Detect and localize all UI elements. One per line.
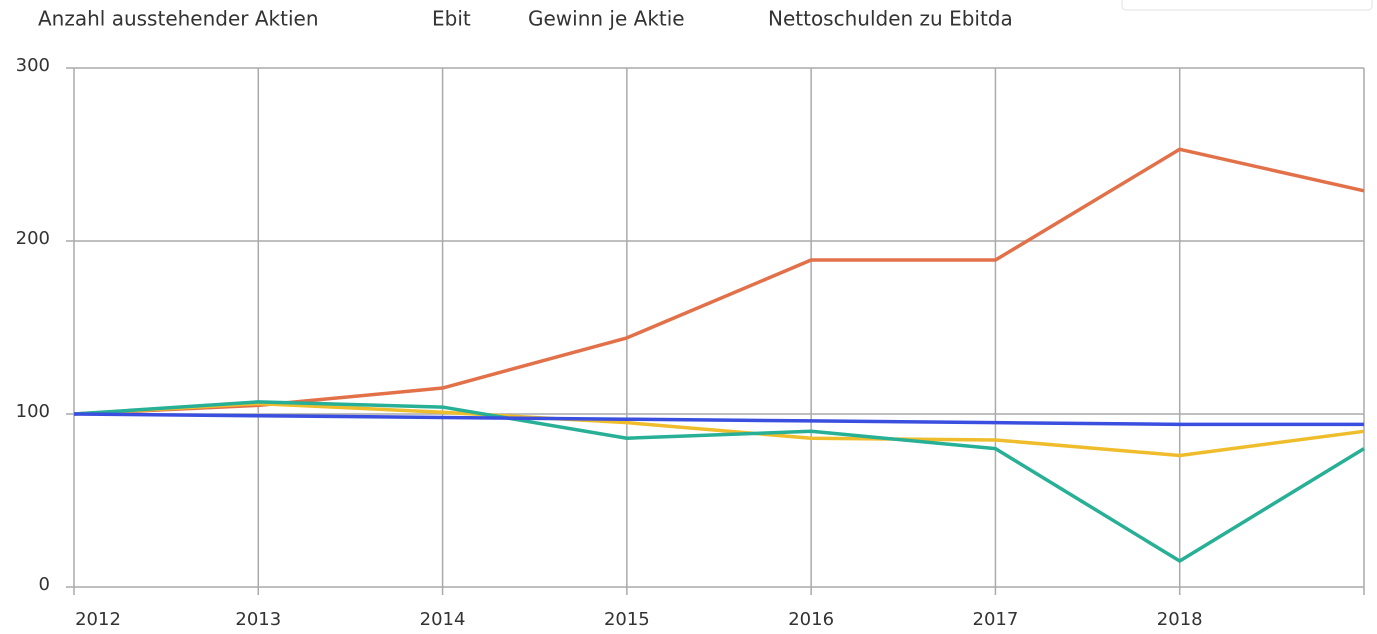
legend-item: Nettoschulden zu Ebitda: [768, 7, 1013, 31]
y-tick-label: 0: [39, 574, 50, 595]
y-tick-label: 200: [16, 228, 50, 249]
legend-item: Anzahl ausstehender Aktien: [38, 7, 319, 31]
legend-item: Gewinn je Aktie: [528, 7, 685, 31]
series-line: [73, 412, 1364, 427]
x-tick-label: 2015: [604, 609, 650, 630]
series-line: [73, 400, 1365, 563]
x-tick-label: 2014: [420, 609, 466, 630]
x-tick-label: 2018: [1157, 609, 1203, 630]
x-tick-label: 2017: [973, 609, 1019, 630]
legend: Anzahl ausstehender Aktien Ebit Gewinn je …: [38, 7, 1013, 31]
legend-item: Ebit: [432, 7, 471, 31]
series-line: [73, 401, 1365, 458]
x-tick-label: 2016: [788, 609, 834, 630]
y-tick-label: 100: [16, 401, 50, 422]
tooltip-box: [1121, 0, 1373, 11]
y-tick-label: 300: [16, 55, 50, 76]
x-tick-label: 2013: [235, 609, 281, 630]
series-line: [73, 147, 1365, 416]
x-tick-label: 2012: [75, 609, 121, 630]
